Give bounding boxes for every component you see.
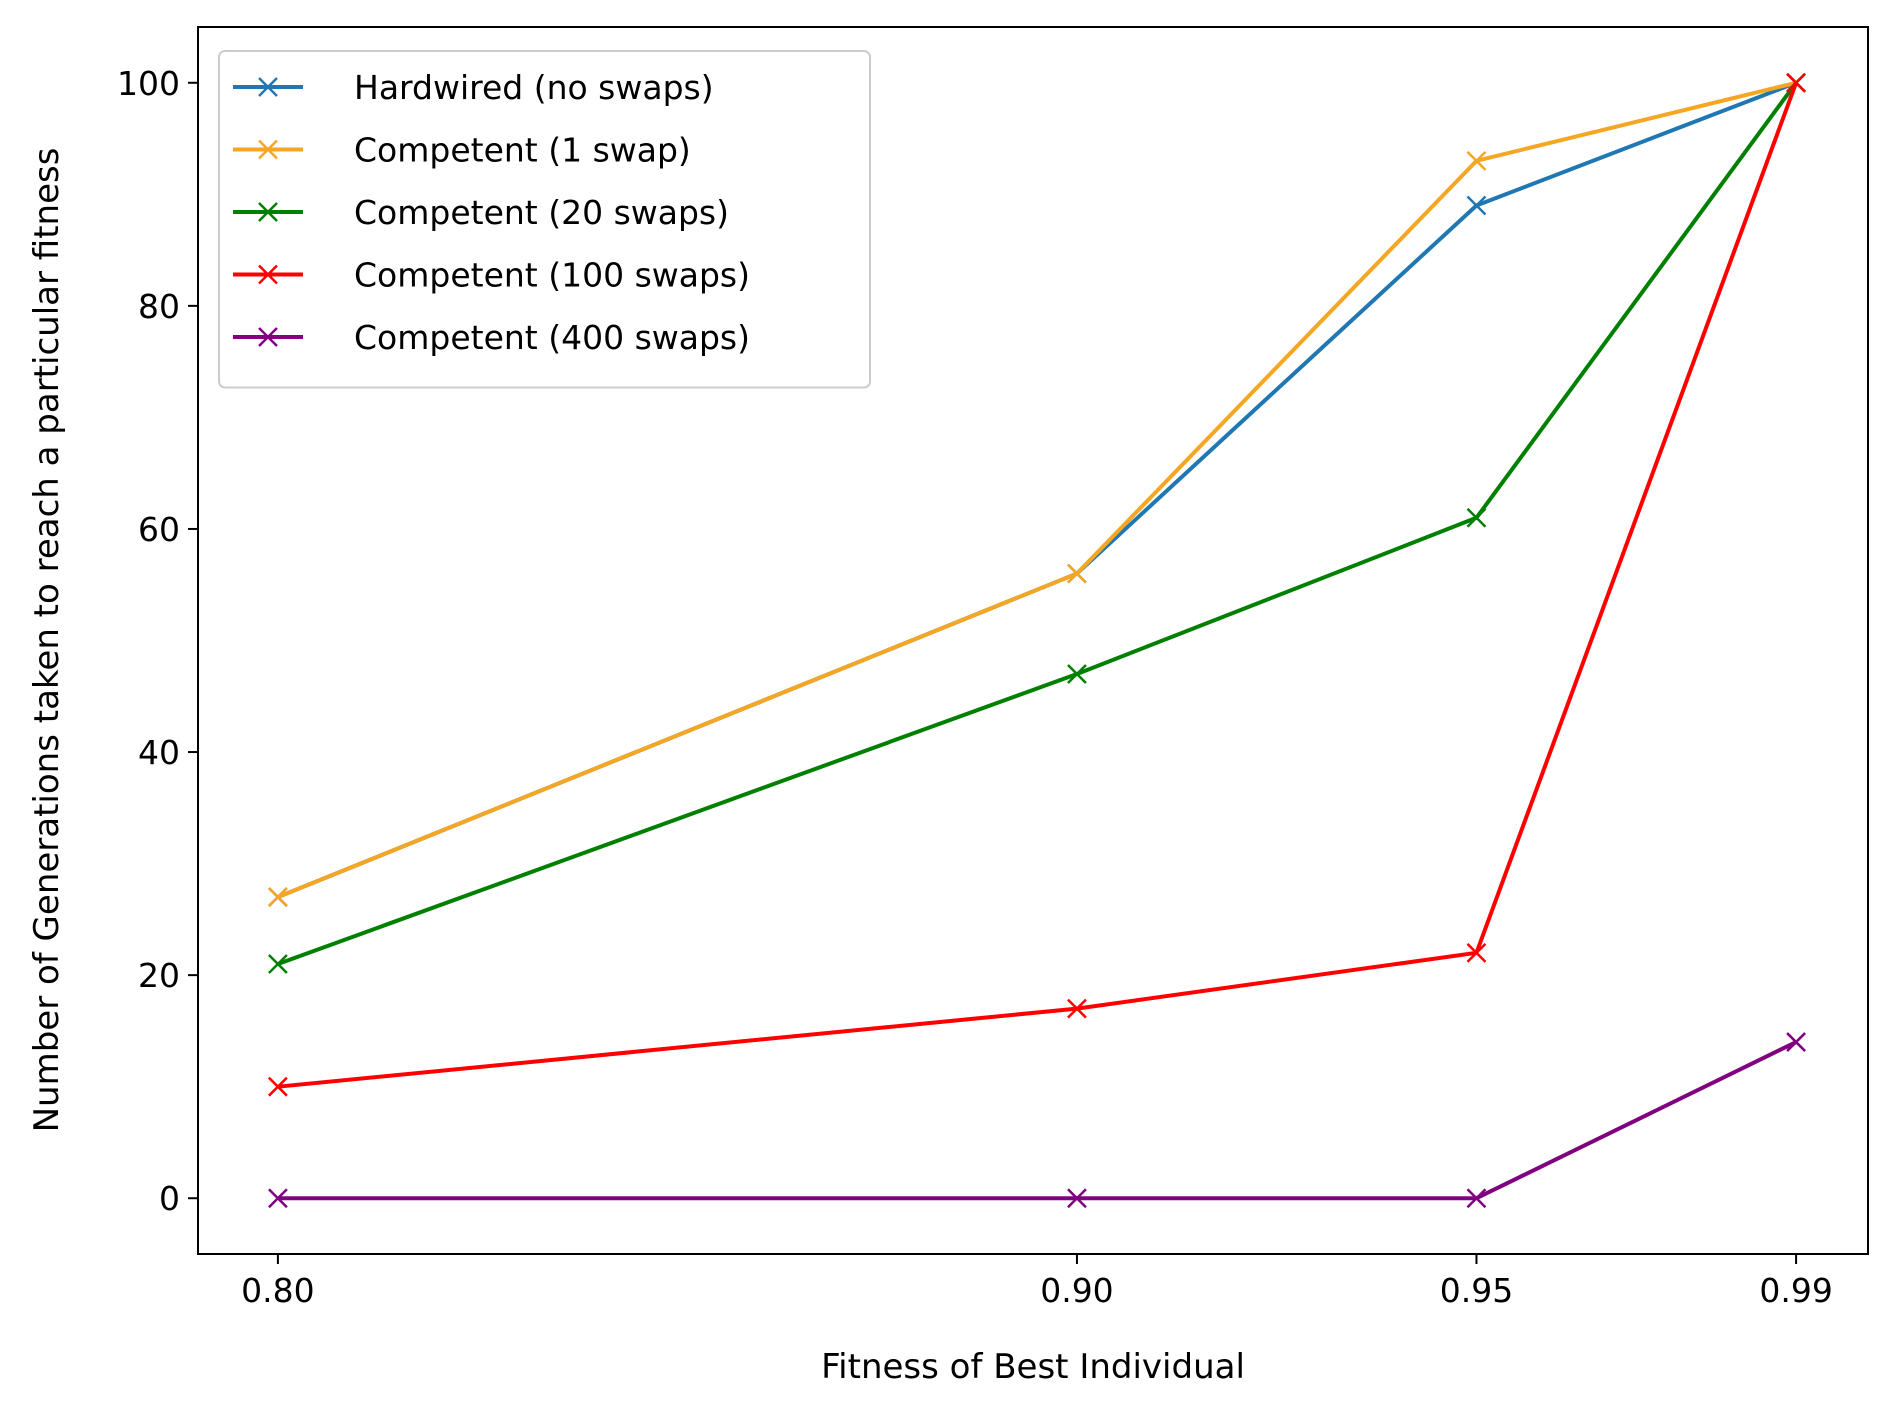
data-point bbox=[268, 954, 288, 974]
data-point bbox=[268, 887, 288, 907]
y-tick-label: 100 bbox=[117, 64, 180, 103]
data-point bbox=[1786, 72, 1806, 93]
legend-label: Hardwired (no swaps) bbox=[354, 68, 714, 107]
legend-marker bbox=[258, 77, 278, 97]
x-tick-label: 0.95 bbox=[1440, 1271, 1513, 1310]
data-point bbox=[1067, 664, 1087, 684]
y-tick-label: 80 bbox=[138, 287, 180, 326]
x-axis-label: Fitness of Best Individual bbox=[821, 1347, 1245, 1387]
x-tick-label: 0.90 bbox=[1040, 1271, 1113, 1310]
series-line bbox=[277, 82, 1798, 1089]
series-5 bbox=[268, 1032, 1806, 1209]
legend-label: Competent (400 swaps) bbox=[354, 318, 750, 357]
series-line bbox=[277, 80, 1797, 899]
data-point bbox=[268, 1188, 288, 1209]
y-tick-label: 0 bbox=[159, 1179, 180, 1218]
legend-marker bbox=[258, 139, 278, 160]
data-point bbox=[1466, 1188, 1487, 1209]
data-point bbox=[1466, 195, 1487, 216]
y-tick-label: 20 bbox=[138, 956, 180, 995]
data-point bbox=[1067, 998, 1087, 1019]
legend-marker bbox=[258, 264, 278, 285]
data-point bbox=[1067, 1188, 1087, 1209]
y-tick-label: 60 bbox=[138, 510, 180, 549]
series-line bbox=[277, 81, 1798, 966]
legend-item: Competent (100 swaps) bbox=[233, 256, 750, 295]
legend-label: Competent (20 swaps) bbox=[354, 193, 729, 232]
data-point bbox=[1786, 1032, 1806, 1052]
data-point bbox=[1067, 563, 1087, 584]
legend-box bbox=[218, 50, 871, 389]
legend-item: Competent (1 swap) bbox=[233, 131, 691, 170]
legend-label: Competent (1 swap) bbox=[354, 131, 691, 170]
legend-item: Competent (20 swaps) bbox=[233, 193, 729, 232]
legend-marker bbox=[258, 202, 278, 222]
legend-item: Competent (400 swaps) bbox=[233, 318, 750, 357]
data-point bbox=[1466, 150, 1487, 171]
x-axis: 0.80 0.90 0.95 0.99 bbox=[241, 1254, 1833, 1310]
data-point bbox=[1466, 942, 1487, 963]
legend-item: Hardwired (no swaps) bbox=[233, 68, 714, 107]
legend: Hardwired (no swaps) Competent (1 swap) Co… bbox=[218, 50, 871, 389]
x-tick-label: 0.99 bbox=[1759, 1271, 1832, 1310]
x-tick-label: 0.80 bbox=[241, 1271, 314, 1310]
series-4 bbox=[268, 72, 1806, 1097]
data-point bbox=[268, 1076, 288, 1097]
y-axis: 0 20 40 60 80 100 bbox=[117, 64, 198, 1218]
series-layer bbox=[268, 72, 1806, 1209]
legend-label: Competent (100 swaps) bbox=[354, 256, 750, 295]
y-tick-label: 40 bbox=[138, 733, 180, 772]
legend-marker bbox=[258, 327, 278, 347]
series-line bbox=[277, 1040, 1797, 1201]
data-point bbox=[1466, 507, 1487, 528]
y-axis-label: Number of Generations taken to reach a p… bbox=[27, 148, 67, 1133]
